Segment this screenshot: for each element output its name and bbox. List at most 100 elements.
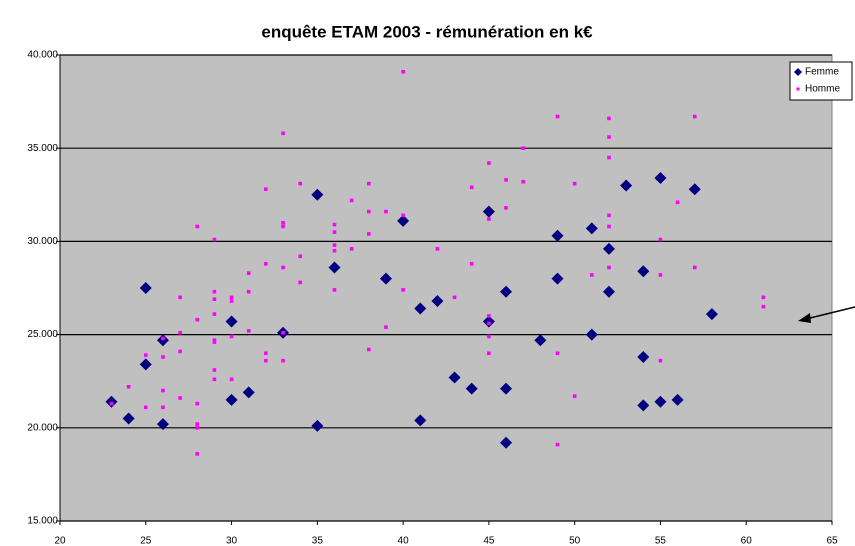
point: [487, 314, 491, 318]
point: [555, 114, 560, 119]
point: [229, 334, 234, 339]
point: [448, 371, 461, 384]
y-tick-label: 30.000: [27, 236, 58, 247]
point: [139, 282, 152, 294]
point: [431, 295, 444, 308]
x-tick-label: 45: [483, 536, 495, 546]
point: [401, 288, 405, 292]
point: [332, 248, 337, 253]
point: [367, 181, 371, 186]
point: [504, 206, 508, 210]
point: [414, 414, 427, 427]
point: [156, 418, 169, 431]
point: [225, 315, 238, 328]
point: [367, 209, 371, 214]
point: [469, 261, 474, 266]
point: [688, 183, 701, 196]
point: [229, 299, 234, 303]
point: [585, 222, 598, 235]
y-tick-label: 25.000: [27, 329, 58, 340]
point: [607, 213, 611, 218]
point: [658, 358, 663, 363]
point: [229, 295, 234, 300]
point: [637, 399, 650, 412]
arrow: [805, 306, 855, 320]
point: [654, 172, 667, 185]
point: [469, 185, 474, 190]
plot-area: [59, 54, 833, 522]
x-tick-label: 20: [54, 536, 66, 546]
legend-marker: [794, 68, 802, 76]
point: [178, 349, 182, 354]
point: [487, 351, 491, 356]
point: [555, 351, 560, 356]
point: [367, 232, 371, 236]
point: [705, 308, 718, 321]
point: [534, 334, 547, 347]
point: [264, 187, 268, 192]
point: [379, 272, 392, 285]
point: [298, 280, 302, 285]
point: [332, 222, 337, 227]
point: [761, 295, 766, 300]
point: [298, 181, 302, 186]
point: [212, 340, 217, 344]
point: [212, 377, 217, 382]
point: [572, 394, 577, 398]
point: [500, 382, 513, 395]
point: [246, 289, 251, 294]
point: [195, 224, 200, 229]
point: [349, 247, 354, 251]
point: [692, 114, 697, 119]
arrow-head: [798, 313, 811, 323]
x-tick-label: 50: [569, 536, 581, 546]
point: [229, 377, 234, 382]
point: [281, 265, 285, 270]
y-tick-label: 35.000: [27, 143, 58, 154]
point: [161, 405, 165, 410]
x-tick-label: 35: [312, 536, 324, 546]
point: [298, 254, 302, 259]
point: [156, 334, 169, 347]
point: [122, 412, 135, 425]
point: [264, 351, 268, 356]
point: [242, 386, 255, 399]
point: [551, 229, 564, 242]
point: [178, 330, 182, 335]
point: [555, 442, 560, 447]
point: [607, 135, 611, 139]
y-tick-label: 40.000: [27, 50, 58, 61]
point: [195, 426, 200, 430]
point: [482, 205, 495, 218]
point: [212, 297, 217, 301]
point: [143, 353, 148, 357]
x-tick-label: 65: [826, 536, 838, 546]
point: [401, 213, 405, 218]
x-tick-label: 30: [226, 536, 238, 546]
point: [281, 131, 285, 136]
point: [328, 261, 341, 274]
point: [500, 285, 513, 298]
point: [212, 237, 217, 242]
point: [332, 288, 337, 292]
point: [195, 452, 200, 456]
point: [658, 237, 663, 242]
x-tick-label: 60: [741, 536, 753, 546]
point: [521, 146, 525, 150]
legend: [789, 61, 853, 101]
point: [452, 295, 457, 300]
point: [658, 273, 663, 277]
point: [585, 328, 598, 341]
point: [281, 330, 285, 335]
x-tick-label: 25: [140, 536, 152, 546]
point: [637, 265, 650, 278]
point: [178, 396, 182, 400]
point: [212, 338, 217, 342]
point: [195, 422, 200, 426]
x-tick-label: 40: [398, 536, 410, 546]
point: [311, 419, 324, 432]
point: [246, 329, 251, 333]
point: [761, 304, 766, 309]
point: [281, 224, 285, 229]
